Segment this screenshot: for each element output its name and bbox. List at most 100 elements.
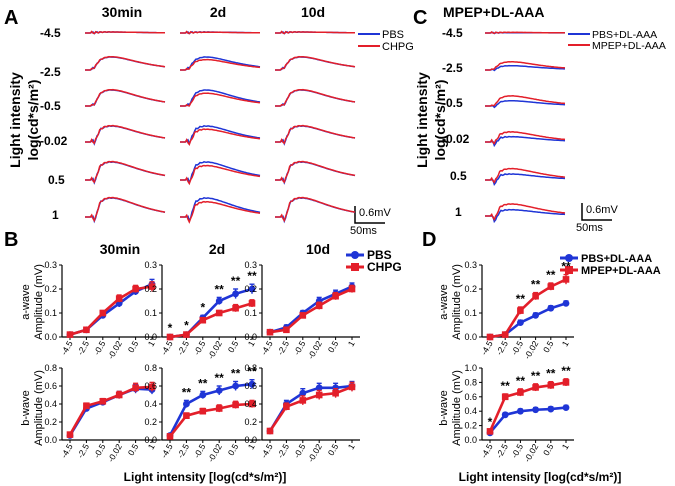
y-tick-label: 0.8 xyxy=(464,377,477,387)
erg-trace xyxy=(485,95,566,107)
data-point xyxy=(517,307,524,314)
y-tick-label: 0.1 xyxy=(464,308,477,318)
legend-label-mpep-dl-aaa: MPEP+DL-AAA xyxy=(592,40,666,52)
data-point xyxy=(83,402,90,410)
y-tick-label: 0.4 xyxy=(44,399,57,409)
data-point xyxy=(215,405,223,412)
erg-trace xyxy=(180,58,261,71)
panel-d-legend: PBS+DL-AAA MPEP+DL-AAA xyxy=(560,253,661,277)
x-tick-label: 1 xyxy=(346,442,357,451)
data-point xyxy=(232,304,239,312)
significance-marker: ** xyxy=(546,367,556,381)
erg-trace xyxy=(180,125,261,146)
y-tick-label: 0.1 xyxy=(244,308,257,318)
data-point xyxy=(562,300,570,307)
panel-a-col-30min: 30min xyxy=(102,4,142,20)
data-point xyxy=(299,389,307,397)
x-tick-label: -4.5 xyxy=(479,442,495,460)
data-point xyxy=(232,401,239,409)
significance-marker: ** xyxy=(516,374,526,388)
x-tick-label: -4.5 xyxy=(59,442,75,460)
y-tick-label: 0.2 xyxy=(44,284,57,294)
x-tick-label: -4.5 xyxy=(259,442,275,460)
significance-marker: ** xyxy=(215,282,225,296)
data-point xyxy=(547,283,555,290)
erg-trace xyxy=(485,60,566,71)
data-point xyxy=(501,411,509,419)
data-point xyxy=(232,382,240,390)
erg-trace xyxy=(275,124,356,145)
y-tick-label: 0.1 xyxy=(144,308,157,318)
y-tick-label: 0.2 xyxy=(244,417,257,427)
data-point xyxy=(547,405,555,413)
data-point xyxy=(166,433,174,440)
data-point xyxy=(299,312,307,319)
panel-c-row-label: -0.02 xyxy=(442,132,470,146)
significance-marker: ** xyxy=(231,274,241,288)
panel-b-xlabel: Light intensity [log(cd*s/m²)] xyxy=(124,470,287,484)
panel-b-ylabel-a-2: Amplitude (mV) xyxy=(33,264,45,340)
erg-trace xyxy=(180,161,261,185)
data-point xyxy=(283,326,290,334)
panel-d-ylabel-b-2: Amplitude (mV) xyxy=(451,370,463,446)
series-line xyxy=(269,287,353,334)
data-point xyxy=(99,309,107,317)
erg-trace xyxy=(85,88,166,107)
data-point xyxy=(315,391,323,399)
panel-b-legend: PBS CHPG xyxy=(346,248,402,274)
data-point xyxy=(486,428,494,435)
x-tick-label: -4.5 xyxy=(259,339,275,357)
panel-c-row-labels: -4.5 -2.5 -0.5 -0.02 0.5 1 xyxy=(442,26,470,219)
y-tick-label: 0.4 xyxy=(144,399,157,409)
panel-d-ylabel-b-1: b-wave xyxy=(438,390,450,425)
y-tick-label: 0.8 xyxy=(144,363,157,373)
significance-marker: ** xyxy=(247,269,257,283)
plot-B-b-2d: 0.0 0.2 0.4 0.6 0.8 -4.5 -2.5 -0.5-0.02 0.5 1 ** **… xyxy=(144,363,260,464)
panel-b-ylabel-a-1: a-wave xyxy=(20,284,32,319)
legend-marker-mpep-dl-aaa xyxy=(565,266,573,274)
panel-c-scale-bar: 0.6mV 50ms xyxy=(576,203,618,234)
erg-trace xyxy=(485,31,565,35)
x-tick-label: -2.5 xyxy=(494,442,510,460)
panel-a-row-labels: -4.5 -2.5 -0.5 -0.02 0.5 1 xyxy=(40,26,68,222)
data-point xyxy=(199,316,207,324)
y-tick-label: 0.6 xyxy=(144,381,157,391)
panel-a-erg-traces xyxy=(85,30,356,224)
data-point xyxy=(132,285,139,293)
data-point xyxy=(199,407,207,415)
data-point xyxy=(66,331,74,338)
x-tick-label: -2.5 xyxy=(175,339,191,357)
panel-a-row-label: -4.5 xyxy=(40,26,61,40)
data-point xyxy=(532,384,539,391)
y-tick-label: 0.2 xyxy=(464,284,477,294)
erg-trace xyxy=(180,200,261,224)
data-point xyxy=(248,380,256,388)
significance-marker: ** xyxy=(215,371,225,385)
y-tick-label: 0.0 xyxy=(244,435,257,445)
data-point xyxy=(66,431,74,438)
x-tick-label: -2.5 xyxy=(494,339,510,357)
plot-D-a: 0.00.10.20.3-4.5 -2.5 -0.5-0.02 0.5 1*******… xyxy=(464,260,574,361)
erg-trace xyxy=(485,99,566,109)
x-tick-label: -0.02 xyxy=(522,339,540,361)
legend-label-pbs-dl-aaa: PBS+DL-AAA xyxy=(592,29,657,41)
x-tick-label: 0.5 xyxy=(126,442,141,457)
plot-B-b-10d: 0.0 0.2 0.4 0.6 0.8 -4.5 -2.5 -0.5-0.02 0.5 1 xyxy=(244,363,360,464)
series-line xyxy=(489,302,567,339)
erg-trace xyxy=(85,30,165,35)
panel-letter-b: B xyxy=(4,229,18,251)
data-point xyxy=(517,319,524,326)
panel-a-col-2d: 2d xyxy=(210,4,226,20)
panel-a-row-label: -2.5 xyxy=(40,65,61,79)
panel-a-row-label: 1 xyxy=(52,208,59,222)
data-point xyxy=(501,331,509,338)
y-tick-label: 0.3 xyxy=(464,260,477,270)
series-line xyxy=(168,402,253,438)
x-tick-label: -0.5 xyxy=(292,442,308,460)
data-point xyxy=(115,295,123,302)
x-tick-label: -4.5 xyxy=(479,339,495,357)
x-tick-label: -2.5 xyxy=(175,442,191,460)
y-tick-label: 0.0 xyxy=(144,332,157,342)
data-point xyxy=(132,384,139,392)
